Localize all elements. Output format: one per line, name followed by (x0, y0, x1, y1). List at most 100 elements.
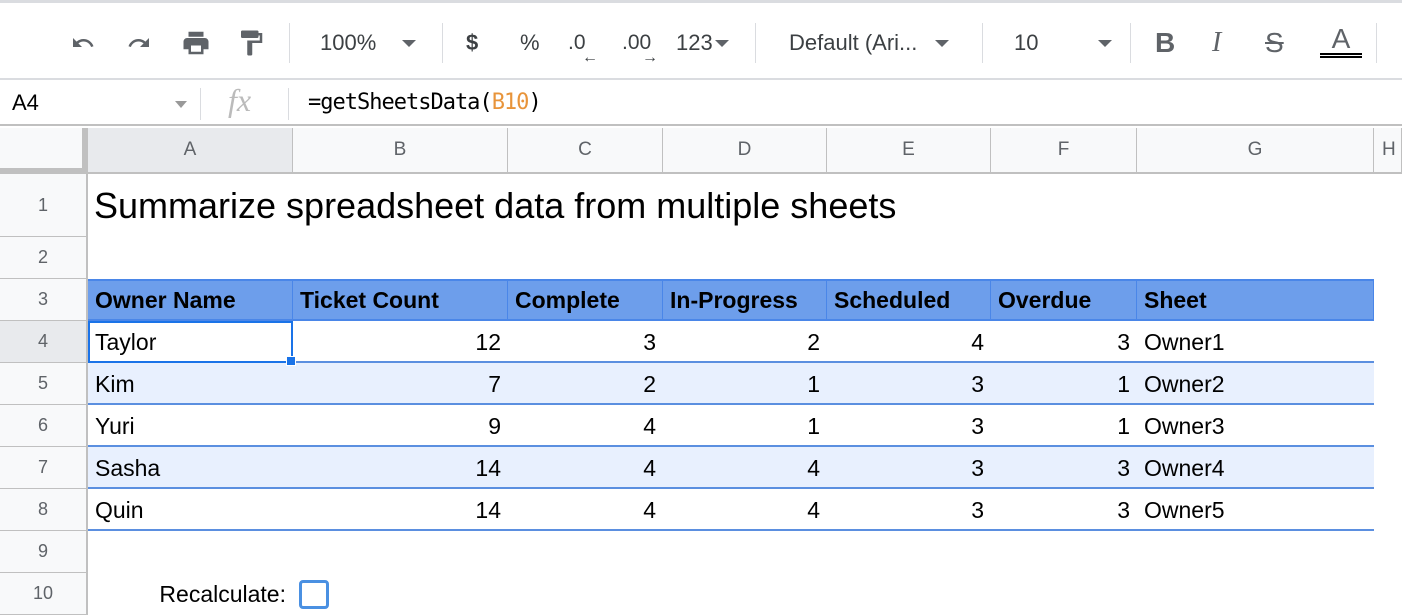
italic-button[interactable]: I (1212, 27, 1222, 58)
formula-text: ) (528, 90, 541, 115)
row-header-3[interactable]: 3 (0, 279, 88, 321)
chevron-down-icon (402, 39, 417, 47)
table-cell[interactable]: 3 (971, 370, 984, 397)
selected-cell-outline (88, 321, 293, 363)
zoom-select[interactable]: 100% (320, 23, 417, 63)
table-cell[interactable]: 3 (1117, 328, 1130, 355)
table-cell[interactable]: 3 (1117, 454, 1130, 481)
row-header-8[interactable]: 8 (0, 489, 88, 531)
table-cell[interactable]: 12 (475, 328, 501, 355)
column-header-h[interactable]: H (1374, 128, 1402, 174)
table-cell[interactable]: Quin (95, 496, 144, 523)
table-row (88, 447, 1374, 489)
fill-handle[interactable] (286, 356, 296, 366)
table-cell[interactable]: Taylor (95, 328, 157, 355)
sheet-title: Summarize spreadsheet data from multiple… (94, 184, 897, 226)
table-cell[interactable]: 1 (807, 412, 820, 439)
table-row (88, 321, 1374, 363)
table-cell[interactable]: 9 (488, 412, 501, 439)
more-formats-button[interactable]: 123 (676, 23, 729, 63)
color-underline-icon (1320, 53, 1362, 58)
decrease-decimal-button[interactable]: .0 ← (568, 23, 598, 66)
table-header-cell: Owner Name (88, 279, 293, 321)
zoom-value: 100% (320, 30, 377, 55)
table-cell[interactable]: 3 (971, 454, 984, 481)
column-header-b[interactable]: B (293, 128, 508, 174)
toolbar: 100% $ % .0 ← .00 → 123 Default (Ari... 10… (0, 0, 1402, 80)
table-cell[interactable]: 1 (1117, 370, 1130, 397)
table-cell[interactable]: Owner4 (1144, 454, 1225, 481)
table-header-cell: In-Progress (663, 279, 827, 321)
table-cell[interactable]: 1 (807, 370, 820, 397)
redo-icon[interactable] (122, 23, 156, 63)
chevron-down-icon[interactable] (175, 101, 187, 108)
text-color-label: A (1331, 23, 1351, 54)
undo-icon[interactable] (66, 23, 100, 63)
strikethrough-button[interactable]: S (1265, 27, 1284, 58)
table-cell[interactable]: 3 (971, 496, 984, 523)
table-cell[interactable]: 4 (643, 496, 656, 523)
select-all-corner[interactable] (0, 128, 88, 174)
currency-button[interactable]: $ (466, 30, 479, 55)
formula-text: =getSheetsData( (308, 90, 493, 115)
table-cell[interactable]: 3 (643, 328, 656, 355)
font-value: Default (Ari... (789, 30, 918, 55)
table-cell[interactable]: Owner3 (1144, 412, 1225, 439)
table-header-cell: Scheduled (827, 279, 991, 321)
table-header-cell: Sheet (1137, 279, 1374, 321)
table-cell[interactable]: 3 (971, 412, 984, 439)
column-header-f[interactable]: F (991, 128, 1137, 174)
increase-decimal-button[interactable]: .00 → (622, 23, 658, 66)
table-cell[interactable]: 4 (807, 454, 820, 481)
table-cell[interactable]: 1 (1117, 412, 1130, 439)
table-cell[interactable]: 2 (807, 328, 820, 355)
column-header-c[interactable]: C (508, 128, 663, 174)
name-box[interactable]: A4 (12, 90, 39, 115)
table-cell[interactable]: Owner2 (1144, 370, 1225, 397)
row-header-1[interactable]: 1 (0, 174, 88, 237)
paint-format-icon[interactable] (236, 23, 266, 63)
more-formats-label: 123 (676, 30, 713, 55)
table-cell[interactable]: Sasha (95, 454, 161, 481)
row-header-4[interactable]: 4 (0, 321, 88, 363)
table-cell[interactable]: 14 (475, 496, 501, 523)
table-header-cell: Overdue (991, 279, 1137, 321)
table-cell[interactable]: 7 (488, 370, 501, 397)
table-cell[interactable]: Yuri (95, 412, 135, 439)
table-cell[interactable]: 4 (643, 412, 656, 439)
formula-bar: A4 fx =getSheetsData(B10) (0, 80, 1402, 126)
table-cell[interactable]: 4 (971, 328, 984, 355)
chevron-down-icon (935, 39, 950, 47)
column-header-a[interactable]: A (88, 128, 293, 174)
column-header-d[interactable]: D (663, 128, 827, 174)
row-header-10[interactable]: 10 (0, 573, 88, 615)
percent-button[interactable]: % (520, 30, 540, 55)
font-size-value: 10 (1014, 30, 1039, 55)
formula-input[interactable]: =getSheetsData(B10) (308, 90, 542, 115)
increase-decimal-label: .00 (622, 31, 652, 54)
table-cell[interactable]: 14 (475, 454, 501, 481)
table-cell[interactable]: Owner5 (1144, 496, 1225, 523)
row-header-7[interactable]: 7 (0, 447, 88, 489)
table-header-cell: Complete (508, 279, 663, 321)
table-cell[interactable]: 2 (643, 370, 656, 397)
font-select[interactable]: Default (Ari... (789, 23, 950, 63)
chevron-down-icon (714, 39, 729, 47)
table-cell[interactable]: 3 (1117, 496, 1130, 523)
row-header-5[interactable]: 5 (0, 363, 88, 405)
print-icon[interactable] (178, 23, 214, 63)
column-header-g[interactable]: G (1137, 128, 1374, 174)
table-cell[interactable]: 4 (643, 454, 656, 481)
chevron-down-icon (1098, 39, 1113, 47)
table-cell[interactable]: 4 (807, 496, 820, 523)
column-header-e[interactable]: E (827, 128, 991, 174)
row-header-6[interactable]: 6 (0, 405, 88, 447)
row-header-2[interactable]: 2 (0, 237, 88, 279)
row-header-9[interactable]: 9 (0, 531, 88, 573)
table-cell[interactable]: Owner1 (1144, 328, 1225, 355)
recalculate-checkbox[interactable] (299, 580, 329, 609)
text-color-button[interactable]: A (1320, 23, 1362, 63)
font-size-select[interactable]: 10 (1014, 23, 1113, 63)
table-cell[interactable]: Kim (95, 370, 135, 397)
bold-button[interactable]: B (1155, 27, 1176, 58)
